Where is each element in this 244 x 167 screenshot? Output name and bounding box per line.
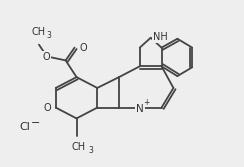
Text: N: N (136, 104, 144, 114)
Text: CH: CH (71, 142, 86, 152)
Text: −: − (31, 118, 41, 128)
Text: Cl: Cl (20, 122, 30, 132)
Text: 3: 3 (88, 146, 93, 155)
Text: O: O (43, 103, 51, 113)
Text: 3: 3 (47, 31, 52, 40)
Text: CH: CH (32, 27, 46, 37)
Text: NH: NH (153, 32, 167, 42)
Text: +: + (143, 98, 150, 107)
Text: O: O (42, 52, 50, 62)
Text: O: O (80, 43, 87, 53)
